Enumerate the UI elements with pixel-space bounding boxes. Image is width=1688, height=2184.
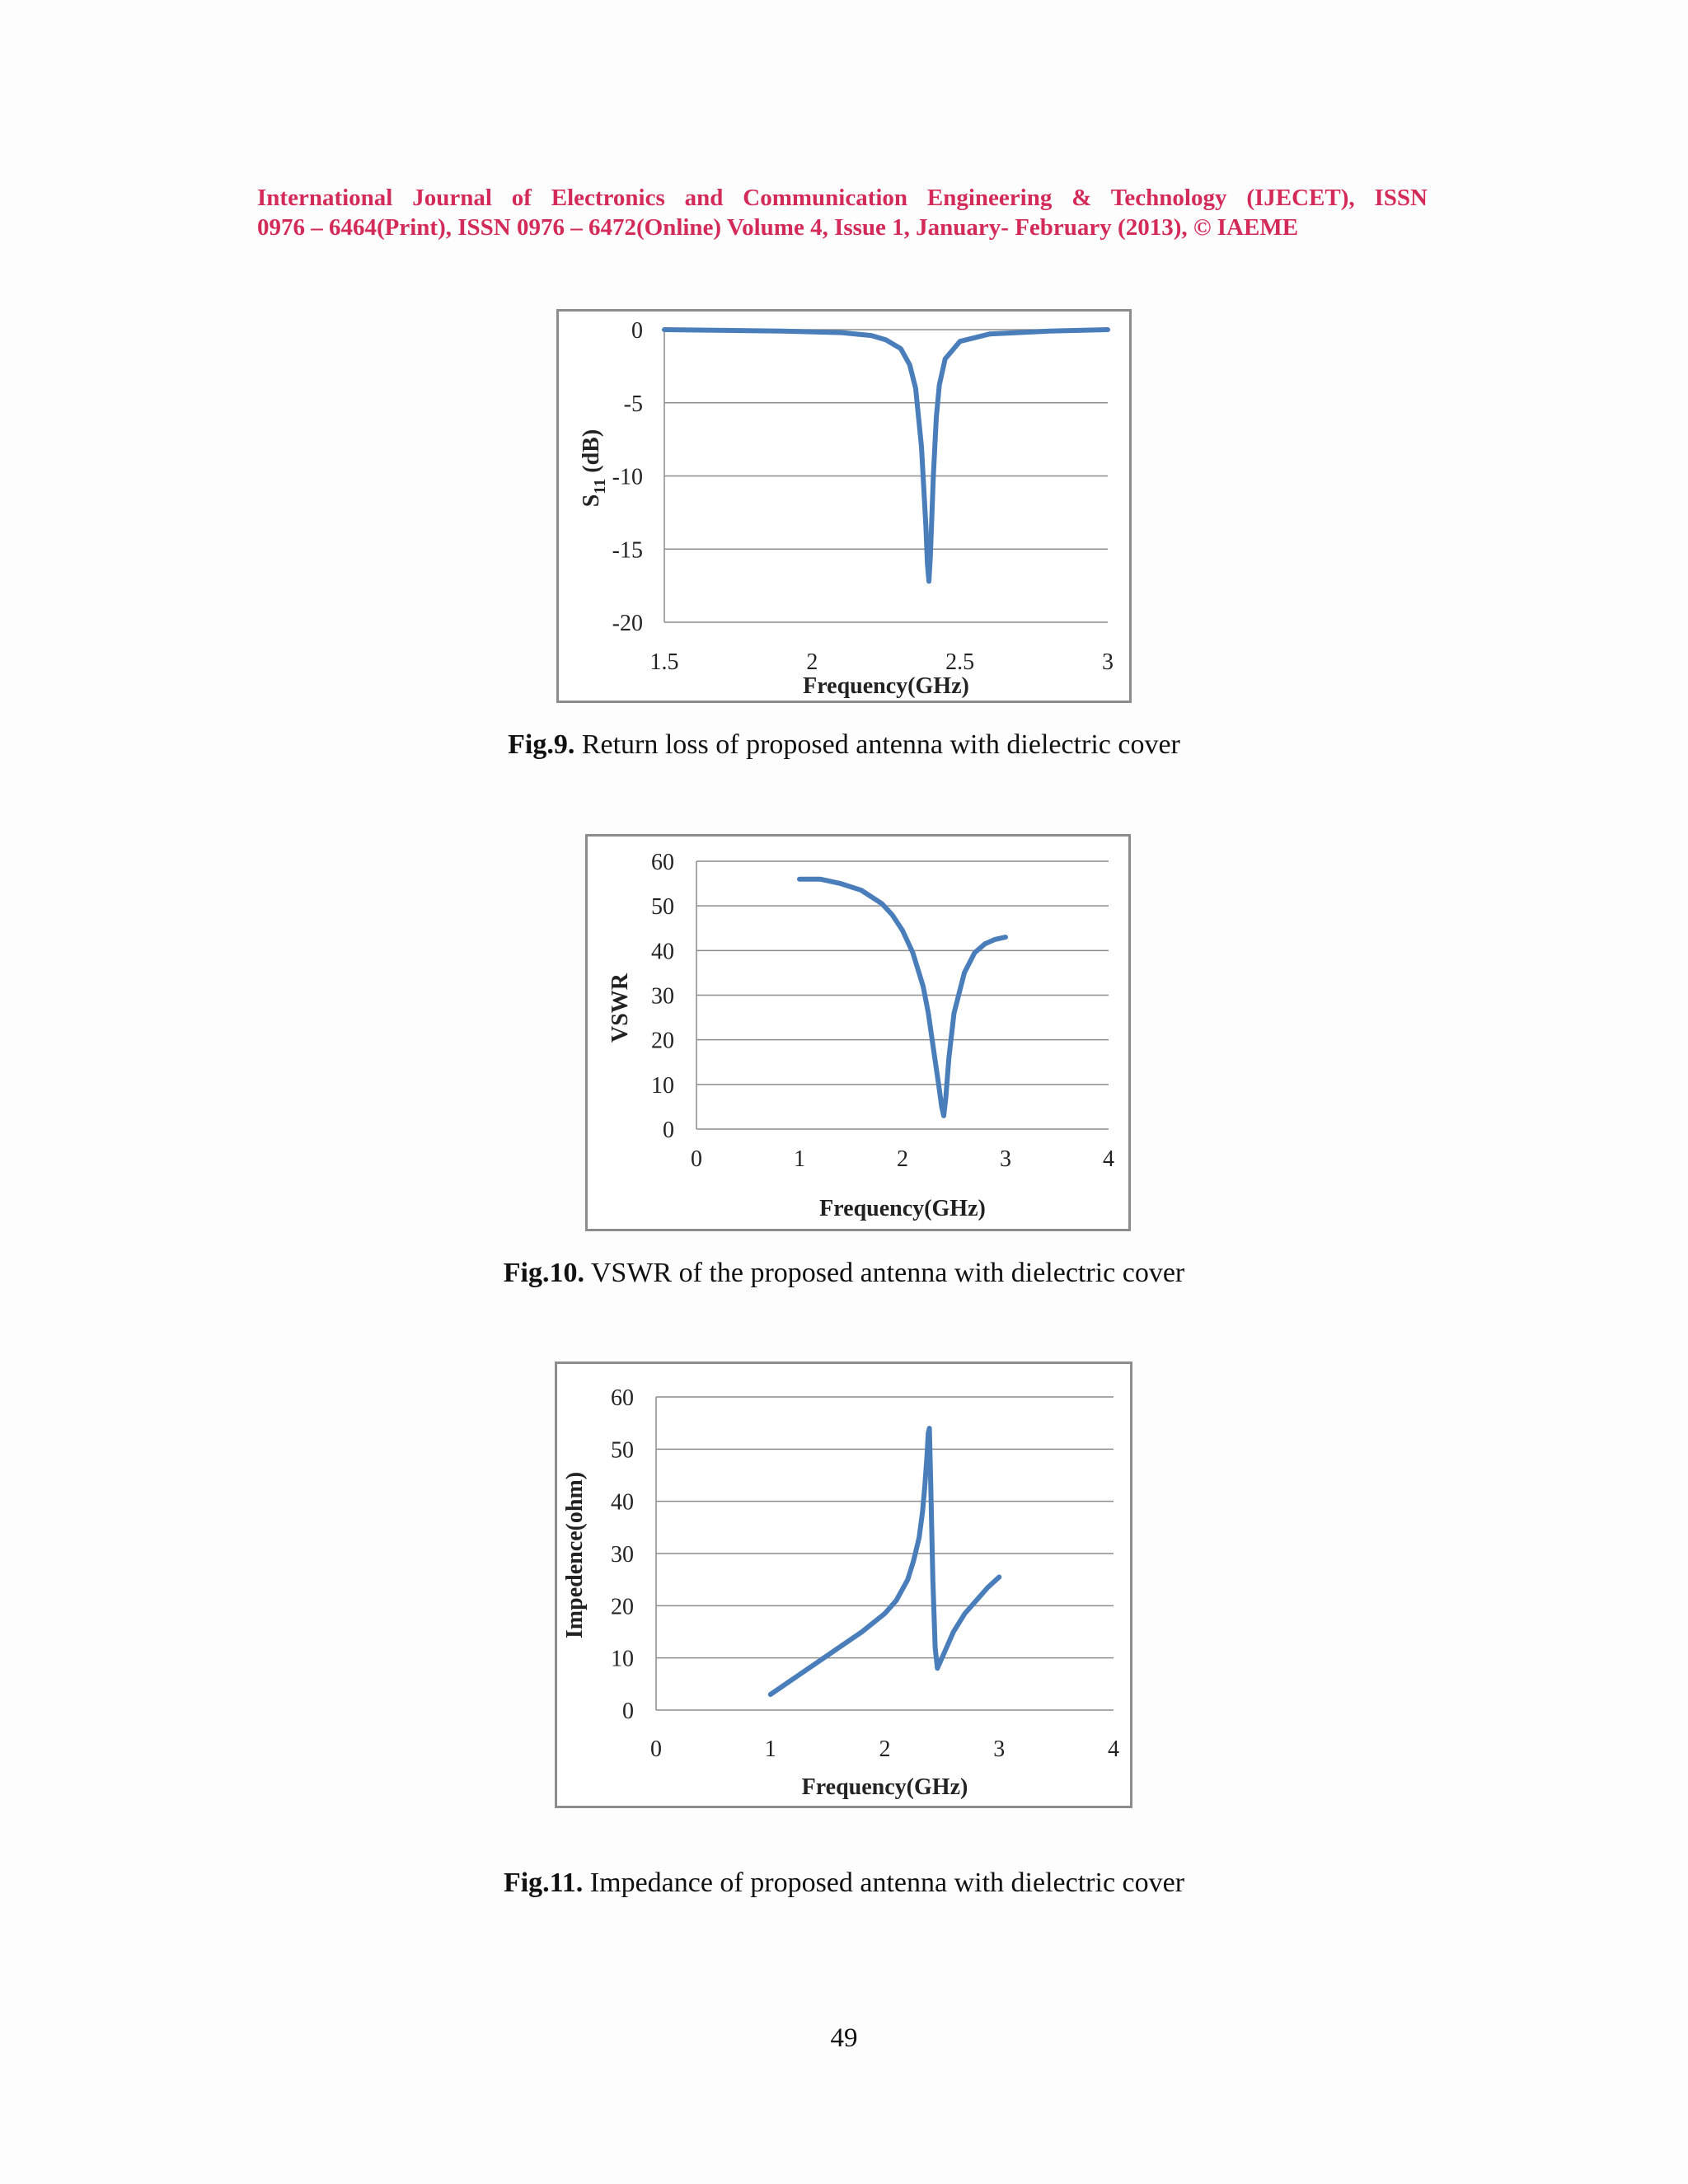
x-tick-label: 3: [1000, 1146, 1011, 1172]
figure-9-chart: 0 -5 -10 -15 -20 1.5 2 2.5 3 Frequency(GHz) S11 (d…: [556, 309, 1132, 703]
y-tick-label: 40: [651, 939, 674, 964]
figure-11-caption-text: Impedance of proposed antenna with diele…: [589, 1868, 1185, 1898]
y-tick-label: 50: [611, 1437, 634, 1463]
x-tick-label: 2: [897, 1146, 908, 1172]
x-tick-label: 2: [879, 1736, 891, 1762]
y-tick-label: 50: [651, 894, 674, 920]
x-tick-label: 1.5: [650, 649, 679, 675]
y-tick-label: 20: [611, 1594, 634, 1619]
y-tick-label: 40: [611, 1490, 634, 1516]
journal-header-line-1: International Journal of Electronics and…: [257, 185, 1428, 211]
journal-header: International Journal of Electronics and…: [257, 183, 1428, 242]
y-axis-label: VSWR: [607, 972, 633, 1043]
impedance-chart: 60 50 40 30 20 10 00 1 2 3 4 Frequency(GHz) Impedenc…: [562, 1385, 1119, 1800]
y-tick-label: 10: [611, 1647, 634, 1672]
x-tick-label: 3: [993, 1736, 1005, 1762]
journal-header-line-2: 0976 – 6464(Print), ISSN 0976 – 6472(Onl…: [257, 214, 1299, 241]
figure-10-chart: 60 50 40 30 20 10 0 0 1 2 3 4 Frequency(GHz) VSWR: [585, 834, 1131, 1231]
y-tick-label: 0: [663, 1118, 674, 1143]
figure-10-caption-text: VSWR of the proposed antenna with dielec…: [590, 1258, 1185, 1288]
figure-11-chart: 60 50 40 30 20 10 0 0 1 2 3 4 Frequency(GHz) Impedenc…: [555, 1361, 1132, 1808]
figure-10-caption: Fig.10. VSWR of the proposed antenna wit…: [0, 1257, 1688, 1290]
x-tick-label: 4: [1103, 1146, 1114, 1172]
y-tick-label: 60: [651, 850, 674, 875]
y-axis-label-subscript: 11: [591, 479, 609, 494]
figure-11-caption: Fig.11. Impedance of proposed antenna wi…: [0, 1867, 1688, 1900]
y-tick-label: -20: [612, 611, 643, 636]
y-tick-label: 0: [631, 318, 643, 344]
figure-9-label: Fig.9.: [508, 729, 575, 760]
y-tick-label: -10: [612, 465, 643, 490]
figure-10-label: Fig.10.: [503, 1258, 584, 1288]
y-axis-label-main: VSWR: [607, 972, 633, 1043]
x-axis-label: Frequency(GHz): [819, 1196, 986, 1221]
x-tick-label: 3: [1102, 649, 1114, 675]
y-tick-label: 0: [622, 1699, 634, 1724]
return-loss-chart: 0 -5 -10 -15 -20 1.5 2 2.5 3 Frequency(GHz) S11 (d…: [579, 318, 1114, 699]
page-number: 49: [830, 2023, 858, 2053]
x-tick-label: 2.5: [945, 649, 974, 675]
y-tick-label: 20: [651, 1029, 674, 1054]
x-axis-label: Frequency(GHz): [802, 1774, 968, 1800]
y-tick-label: -5: [624, 391, 643, 417]
figure-9-caption: Fig.9. Return loss of proposed antenna w…: [0, 729, 1688, 762]
x-tick-label: 1: [794, 1146, 805, 1172]
x-axis-label: Frequency(GHz): [803, 673, 969, 699]
y-tick-label: 60: [611, 1385, 634, 1411]
figure-9-caption-text: Return loss of proposed antenna with die…: [581, 729, 1180, 760]
y-axis-label: S11 (dB): [579, 429, 609, 507]
x-tick-label: 0: [650, 1736, 662, 1762]
vswr-chart: 60 50 40 30 20 10 00 1 2 3 4 Frequency(GHz) VSWR: [607, 850, 1114, 1221]
y-tick-label: 30: [651, 984, 674, 1010]
y-axis-label-unit: (dB): [579, 429, 604, 479]
x-tick-label: 1: [765, 1736, 776, 1762]
y-tick-label: 10: [651, 1073, 674, 1099]
y-axis-label-main: Impedence(ohm): [562, 1472, 588, 1638]
series-line: [662, 327, 1110, 584]
y-axis-label-main: S: [579, 494, 604, 508]
y-axis-label: Impedence(ohm): [562, 1472, 588, 1638]
x-tick-label: 2: [806, 649, 818, 675]
y-tick-label: 30: [611, 1542, 634, 1568]
y-tick-label: -15: [612, 537, 643, 563]
x-tick-label: 0: [691, 1146, 702, 1172]
series-line: [767, 1426, 1002, 1697]
series-line: [797, 876, 1008, 1118]
figure-11-label: Fig.11.: [503, 1868, 584, 1898]
x-tick-label: 4: [1108, 1736, 1119, 1762]
